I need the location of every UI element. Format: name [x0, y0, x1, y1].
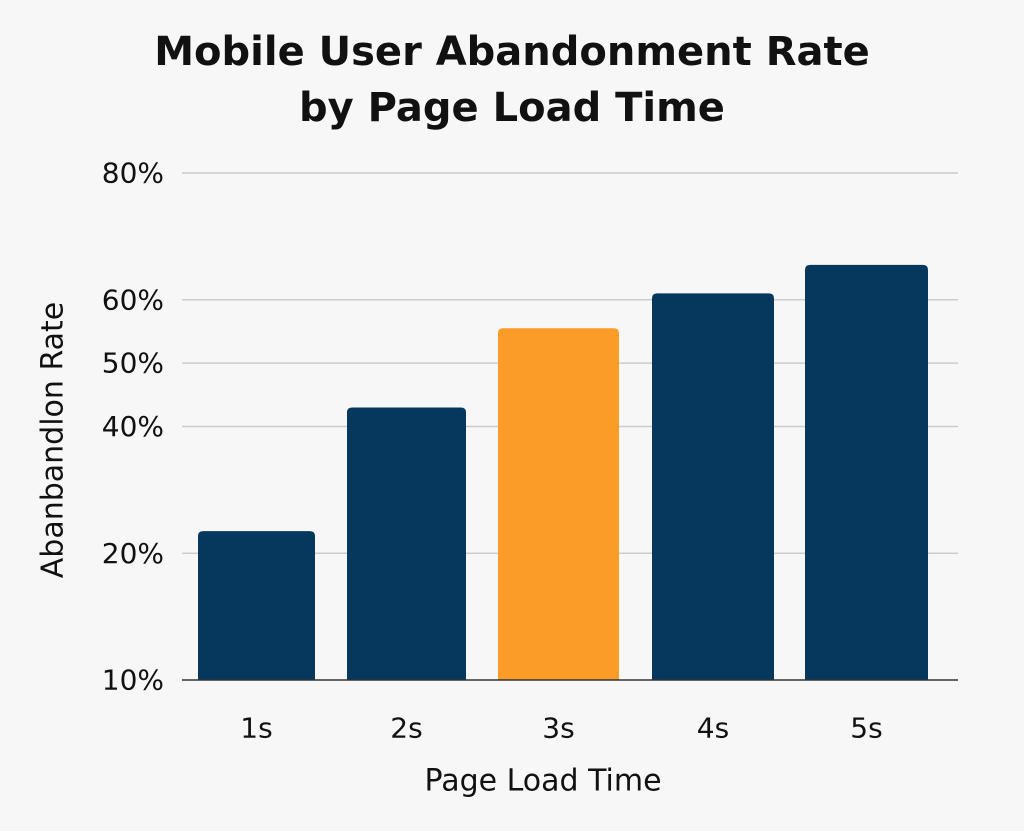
- bar: [198, 531, 315, 680]
- bar: [805, 264, 928, 680]
- bar: [498, 328, 619, 680]
- x-axis-title: Page Load Time: [424, 764, 661, 799]
- bars: [198, 264, 928, 680]
- x-tick-labels: 1s 2s 3s 4s 5s: [240, 712, 882, 745]
- y-tick-label: 10%: [102, 664, 164, 697]
- y-tick-label: 40%: [102, 410, 164, 443]
- y-tick-label: 20%: [102, 537, 164, 570]
- y-tick-label: 50%: [102, 347, 164, 380]
- y-tick-label: 60%: [102, 283, 164, 316]
- x-tick-label: 5s: [850, 712, 882, 745]
- x-tick-label: 4s: [697, 712, 729, 745]
- x-tick-label: 3s: [542, 712, 574, 745]
- bar: [347, 407, 466, 680]
- chart-title: Mobile User Abandonment Rate by Page Loa…: [0, 24, 1024, 136]
- x-tick-label: 2s: [390, 712, 422, 745]
- y-tick-label: 80%: [102, 157, 164, 190]
- chart-title-line-1: Mobile User Abandonment Rate: [154, 29, 870, 75]
- y-tick-labels: 10% 20% 40% 50% 60% 80%: [102, 157, 164, 697]
- y-axis-title: Abanbandlon Rate: [36, 302, 71, 578]
- x-tick-label: 1s: [240, 712, 272, 745]
- bar: [652, 293, 774, 680]
- chart-title-line-2: by Page Load Time: [299, 85, 725, 131]
